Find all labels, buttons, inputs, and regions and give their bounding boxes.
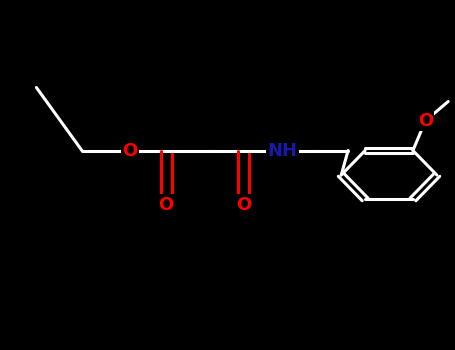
Text: NH: NH (267, 141, 297, 160)
Text: O: O (158, 196, 174, 214)
Text: O: O (418, 112, 433, 130)
Text: O: O (236, 196, 251, 214)
Text: O: O (122, 141, 137, 160)
